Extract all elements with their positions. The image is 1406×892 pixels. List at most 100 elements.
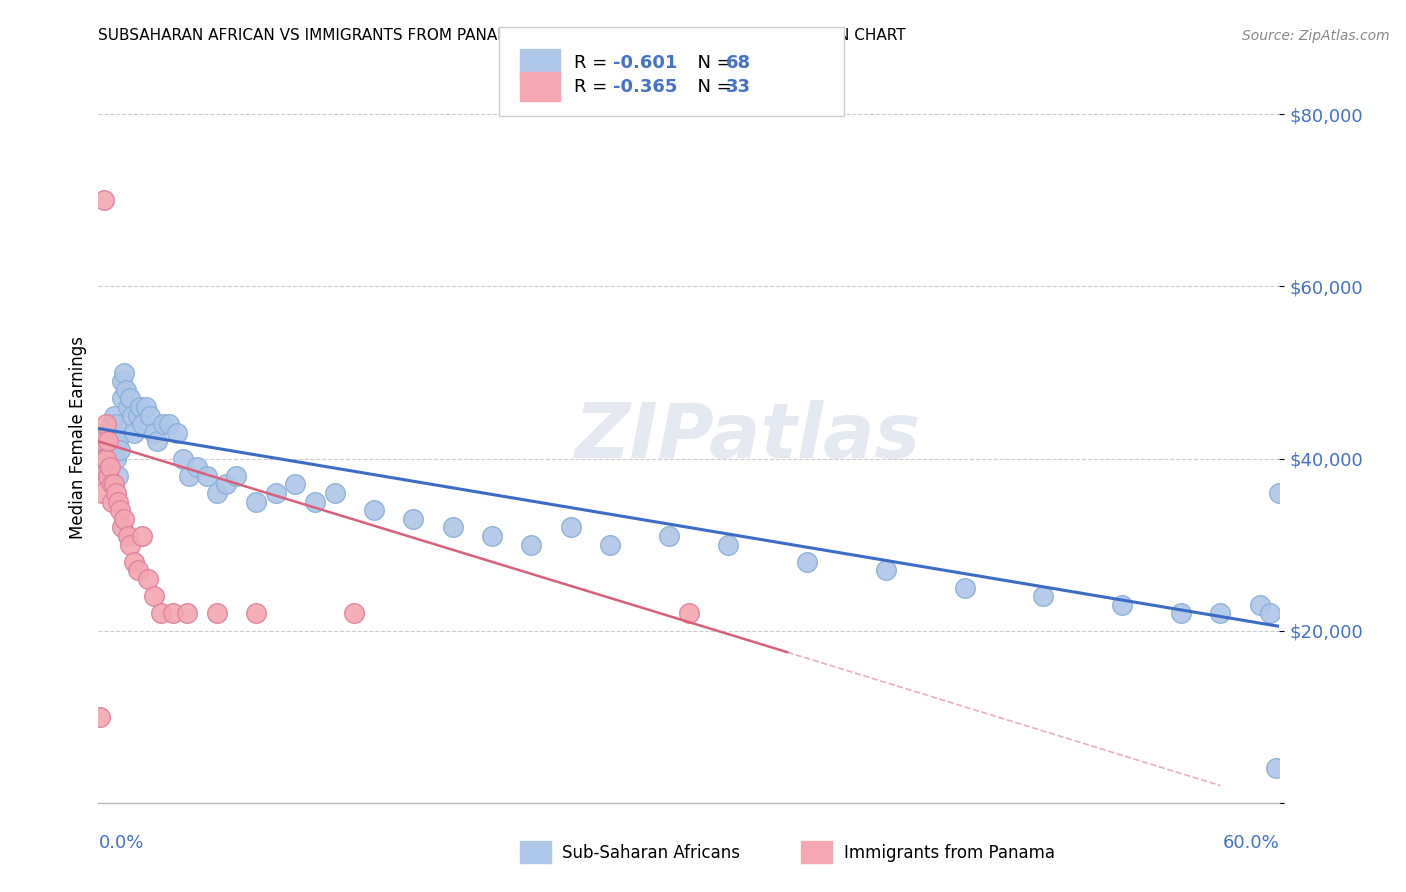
Point (157, 417, 180, 432)
Point (121, 409, 143, 423)
Point (402, 512, 425, 526)
Point (122, 555, 145, 569)
Y-axis label: Median Female Earnings: Median Female Earnings (69, 335, 87, 539)
Text: Immigrants from Panama: Immigrants from Panama (844, 844, 1054, 862)
Point (1258, 607, 1281, 621)
Point (166, 425, 188, 440)
Point (117, 400, 139, 414)
Point (103, 425, 125, 440)
Text: -0.365: -0.365 (613, 78, 678, 95)
Point (186, 460, 208, 475)
Point (127, 564, 149, 578)
Text: SUBSAHARAN AFRICAN VS IMMIGRANTS FROM PANAMA MEDIAN FEMALE EARNINGS CORRELATION : SUBSAHARAN AFRICAN VS IMMIGRANTS FROM PA… (98, 29, 905, 43)
Point (284, 477, 307, 491)
Point (112, 366, 135, 380)
Point (135, 400, 157, 414)
Point (177, 468, 200, 483)
Point (481, 529, 503, 543)
Point (93, 442, 115, 457)
Point (205, 486, 228, 500)
Point (1209, 607, 1232, 621)
Point (658, 529, 681, 543)
Point (560, 520, 582, 534)
Point (101, 417, 124, 432)
Point (97, 468, 120, 483)
Point (205, 607, 228, 621)
Point (136, 572, 159, 586)
Point (107, 494, 129, 508)
Point (108, 503, 131, 517)
Text: 68: 68 (725, 54, 751, 72)
Point (1249, 598, 1271, 612)
Point (176, 607, 198, 621)
Point (118, 538, 141, 552)
Text: N =: N = (686, 54, 738, 72)
Point (93, 434, 115, 449)
Point (1111, 598, 1133, 612)
Point (98, 442, 121, 457)
Point (97, 451, 120, 466)
Point (1268, 486, 1291, 500)
Point (142, 425, 165, 440)
Point (264, 486, 287, 500)
Point (97, 434, 120, 449)
Point (91, 468, 114, 483)
Point (245, 607, 267, 621)
Text: -0.601: -0.601 (613, 54, 678, 72)
Point (152, 417, 174, 432)
Point (131, 529, 153, 543)
Text: ZIPatlas: ZIPatlas (575, 401, 921, 474)
Point (111, 374, 134, 388)
Point (117, 529, 139, 543)
Point (93, 451, 115, 466)
Text: N =: N = (686, 78, 738, 95)
Point (98, 460, 121, 475)
Point (93, 194, 115, 208)
Point (89, 710, 111, 724)
Point (101, 477, 124, 491)
Text: Source: ZipAtlas.com: Source: ZipAtlas.com (1241, 29, 1389, 43)
Point (599, 538, 621, 552)
Point (107, 434, 129, 449)
Point (103, 409, 125, 423)
Point (1032, 589, 1054, 603)
Point (91, 486, 114, 500)
Point (96, 451, 118, 466)
Point (101, 494, 124, 508)
Point (172, 451, 194, 466)
Text: R =: R = (574, 54, 613, 72)
Point (112, 512, 135, 526)
Point (122, 425, 145, 440)
Text: 0.0%: 0.0% (98, 834, 143, 852)
Point (103, 477, 125, 491)
Point (146, 434, 169, 449)
Text: Sub-Saharan Africans: Sub-Saharan Africans (562, 844, 741, 862)
Point (195, 468, 218, 483)
Point (142, 589, 165, 603)
Point (304, 494, 326, 508)
Point (115, 383, 138, 397)
Point (108, 442, 131, 457)
Point (323, 486, 346, 500)
Point (953, 581, 976, 595)
Point (717, 538, 740, 552)
Point (105, 451, 128, 466)
Text: 33: 33 (725, 78, 751, 95)
Point (245, 494, 267, 508)
Point (131, 417, 153, 432)
Point (96, 417, 118, 432)
Point (128, 400, 150, 414)
Point (363, 503, 385, 517)
Point (138, 409, 160, 423)
Point (107, 468, 129, 483)
Point (678, 607, 700, 621)
Point (105, 486, 128, 500)
Point (111, 520, 134, 534)
Point (796, 555, 818, 569)
Point (91, 434, 114, 449)
Point (111, 392, 134, 406)
Text: R =: R = (574, 78, 613, 95)
Point (96, 425, 118, 440)
Point (875, 564, 897, 578)
Point (150, 607, 173, 621)
